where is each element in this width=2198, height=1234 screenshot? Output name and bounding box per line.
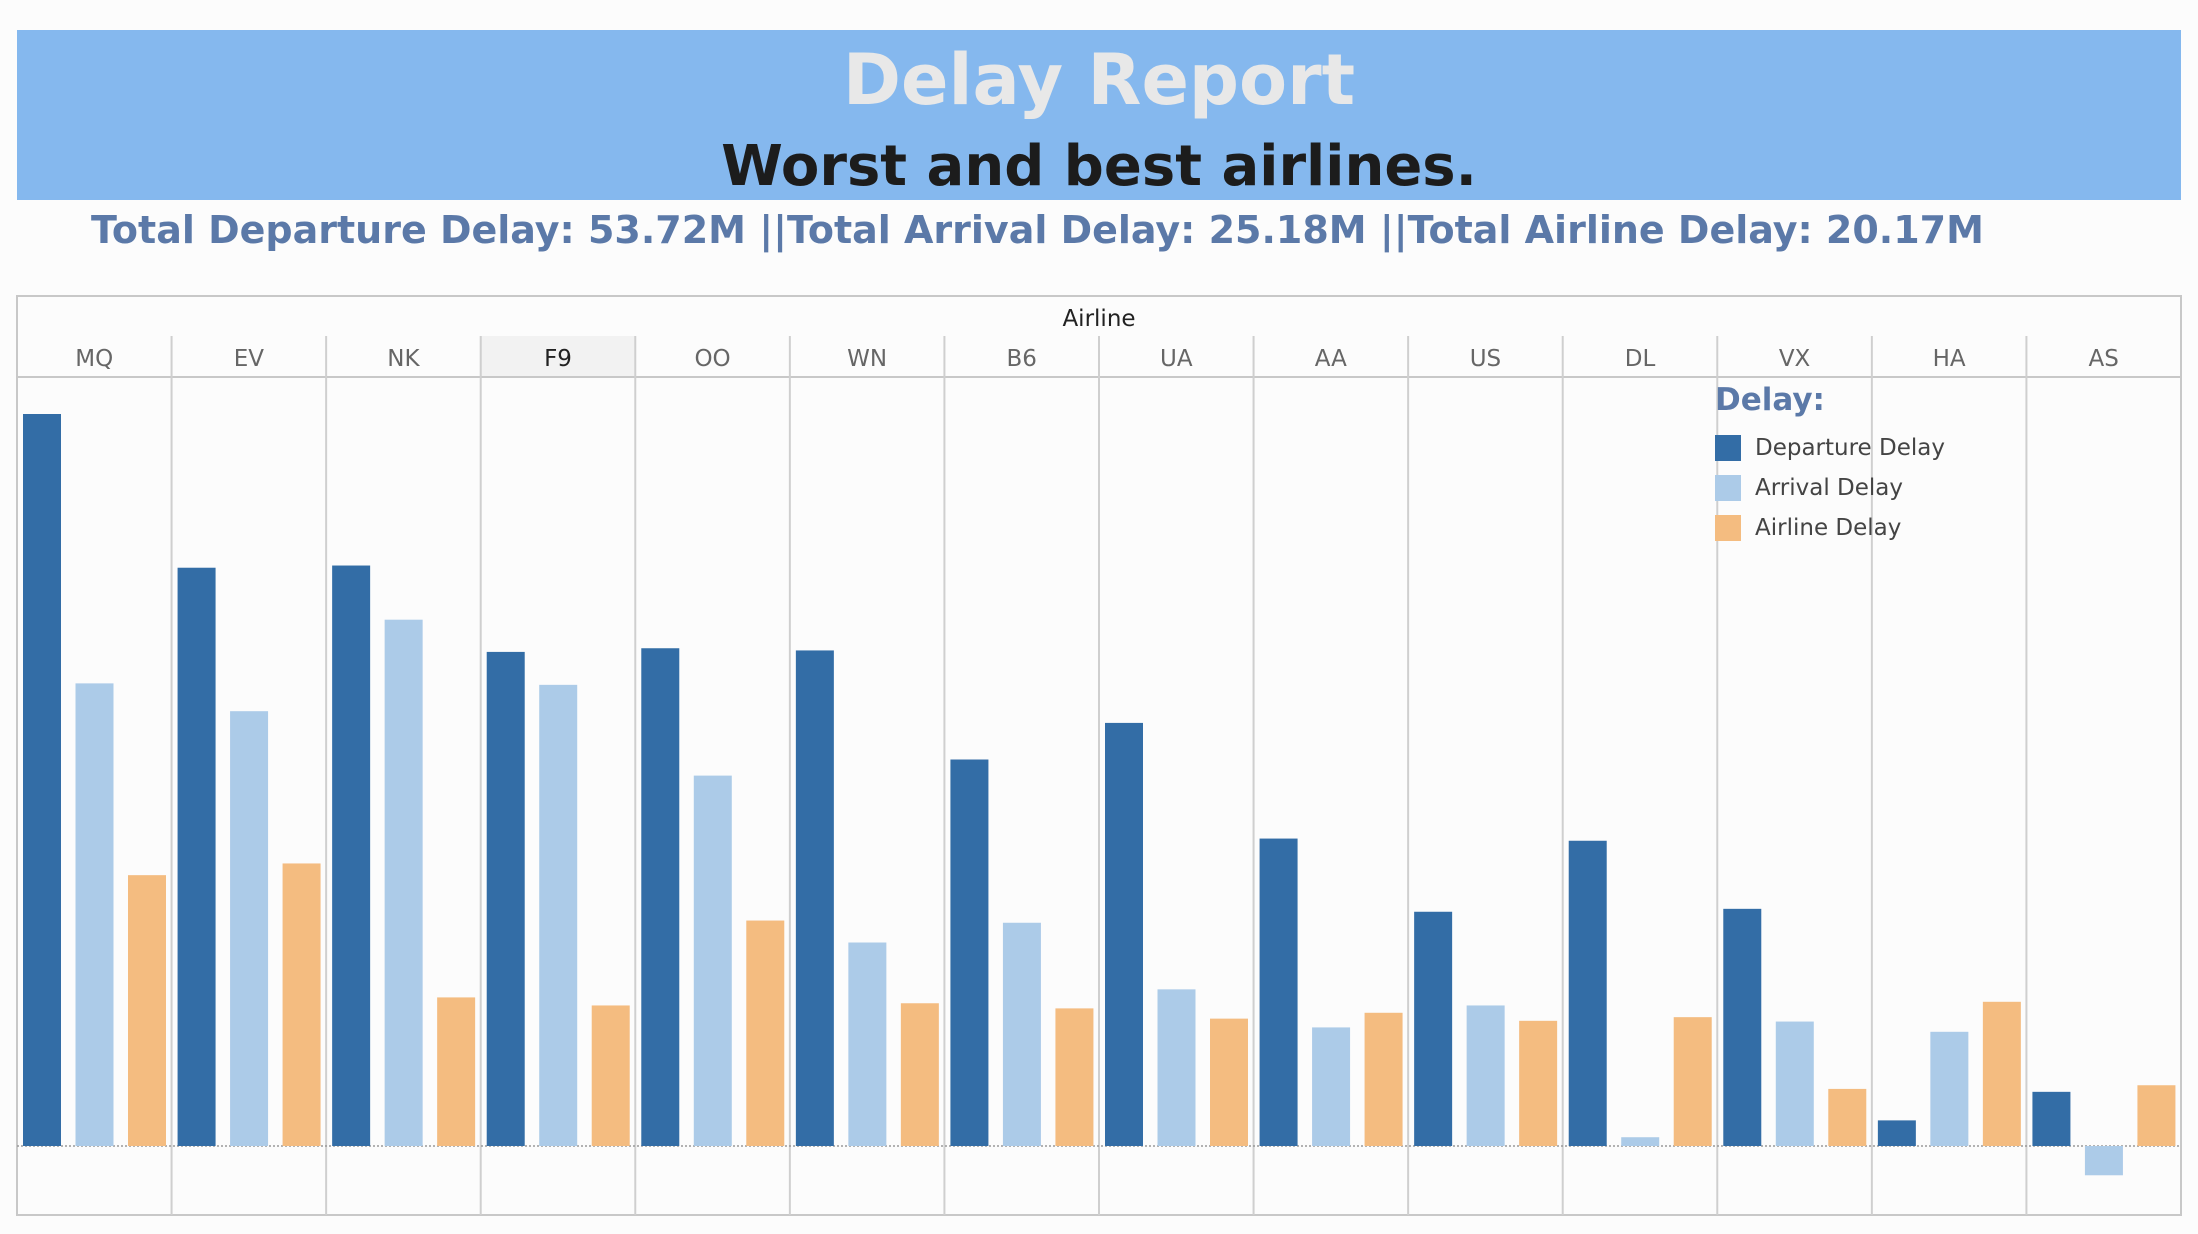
bar-f9-airline-delay bbox=[591, 1005, 630, 1146]
category-label-oo: OO bbox=[694, 346, 730, 372]
category-label-ha: HA bbox=[1933, 346, 1966, 372]
category-label-mq: MQ bbox=[75, 346, 113, 372]
bar-ua-departure-delay bbox=[1105, 722, 1143, 1146]
bar-nk-departure-delay bbox=[332, 565, 371, 1146]
category-label-f9: F9 bbox=[544, 346, 572, 372]
legend-title: Delay: bbox=[1715, 382, 1825, 418]
bar-ev-airline-delay bbox=[282, 863, 321, 1146]
bar-us-departure-delay bbox=[1414, 911, 1453, 1146]
category-label-aa: AA bbox=[1315, 346, 1347, 372]
header-banner: Delay Report Worst and best airlines. bbox=[17, 30, 2181, 200]
x-axis-title: Airline bbox=[1062, 306, 1135, 332]
bar-f9-departure-delay bbox=[486, 651, 525, 1146]
category-label-wn: WN bbox=[847, 346, 887, 372]
bar-us-airline-delay bbox=[1519, 1020, 1558, 1146]
legend-swatch-departure bbox=[1715, 435, 1741, 461]
bar-dl-arrival-delay bbox=[1621, 1137, 1660, 1146]
bar-oo-departure-delay bbox=[641, 648, 680, 1146]
bar-ha-airline-delay bbox=[1982, 1001, 2021, 1146]
bar-oo-arrival-delay bbox=[693, 775, 732, 1146]
category-label-as: AS bbox=[2089, 346, 2119, 372]
legend-item-departure[interactable]: Departure Delay bbox=[1715, 428, 1945, 468]
bar-f9-arrival-delay bbox=[539, 684, 578, 1146]
highlighted-header-cell bbox=[480, 336, 636, 377]
category-label-nk: NK bbox=[387, 346, 420, 372]
bar-as-departure-delay bbox=[2032, 1091, 2071, 1146]
chart-legend: Delay: Departure Delay Arrival Delay Air… bbox=[1715, 382, 1945, 548]
legend-item-arrival[interactable]: Arrival Delay bbox=[1715, 468, 1945, 508]
bar-as-arrival-delay bbox=[2084, 1146, 2123, 1176]
bar-us-arrival-delay bbox=[1466, 1005, 1505, 1146]
bar-vx-airline-delay bbox=[1828, 1088, 1867, 1146]
bar-ha-departure-delay bbox=[1877, 1120, 1916, 1146]
bar-vx-arrival-delay bbox=[1775, 1021, 1814, 1146]
category-label-ua: UA bbox=[1160, 346, 1193, 372]
bar-aa-airline-delay bbox=[1364, 1012, 1403, 1146]
legend-item-airline[interactable]: Airline Delay bbox=[1715, 508, 1945, 548]
bar-vx-departure-delay bbox=[1723, 908, 1762, 1146]
bar-aa-departure-delay bbox=[1259, 838, 1298, 1146]
bar-ua-arrival-delay bbox=[1157, 989, 1196, 1146]
legend-label-departure: Departure Delay bbox=[1755, 435, 1945, 461]
delay-totals: Total Departure Delay: 53.72M ||Total Ar… bbox=[91, 208, 1984, 252]
bar-wn-departure-delay bbox=[795, 650, 834, 1146]
bar-ha-arrival-delay bbox=[1930, 1031, 1969, 1146]
bar-oo-airline-delay bbox=[746, 920, 785, 1146]
bar-wn-arrival-delay bbox=[848, 942, 887, 1146]
bar-mq-airline-delay bbox=[128, 875, 166, 1146]
bar-as-airline-delay bbox=[2137, 1085, 2176, 1146]
report-title: Delay Report bbox=[842, 39, 1356, 121]
category-label-ev: EV bbox=[234, 346, 265, 372]
legend-swatch-airline bbox=[1715, 515, 1741, 541]
category-label-b6: B6 bbox=[1007, 346, 1037, 372]
bar-mq-arrival-delay bbox=[75, 683, 114, 1146]
category-label-vx: VX bbox=[1779, 346, 1811, 372]
bar-mq-departure-delay bbox=[23, 414, 61, 1146]
legend-swatch-arrival bbox=[1715, 475, 1741, 501]
bar-b6-airline-delay bbox=[1055, 1008, 1094, 1146]
category-label-us: US bbox=[1470, 346, 1501, 372]
bar-ua-airline-delay bbox=[1210, 1018, 1248, 1146]
legend-label-airline: Airline Delay bbox=[1755, 515, 1902, 541]
bar-ev-arrival-delay bbox=[230, 711, 269, 1146]
report-subtitle: Worst and best airlines. bbox=[721, 134, 1477, 199]
legend-label-arrival: Arrival Delay bbox=[1755, 475, 1903, 501]
bar-dl-departure-delay bbox=[1568, 840, 1607, 1146]
bar-aa-arrival-delay bbox=[1312, 1027, 1351, 1146]
bar-wn-airline-delay bbox=[900, 1003, 939, 1146]
category-label-dl: DL bbox=[1625, 346, 1656, 372]
bar-ev-departure-delay bbox=[177, 567, 216, 1146]
bar-b6-departure-delay bbox=[950, 759, 989, 1146]
bar-dl-airline-delay bbox=[1673, 1017, 1712, 1146]
bar-nk-arrival-delay bbox=[384, 619, 423, 1146]
bar-b6-arrival-delay bbox=[1002, 922, 1041, 1146]
bar-nk-airline-delay bbox=[437, 997, 476, 1146]
